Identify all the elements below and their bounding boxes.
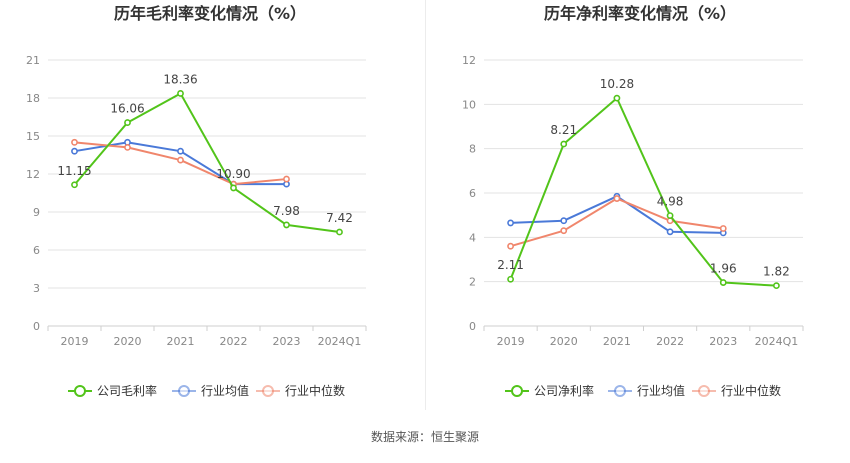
x-tick-label: 2021 (167, 335, 195, 348)
y-tick-label: 10 (462, 98, 476, 111)
legend-item-avg: 行业均值 (608, 383, 685, 398)
data-point-company (71, 181, 78, 189)
legend-item-median: 行业中位数 (256, 383, 345, 398)
legend-marker (74, 385, 86, 397)
y-tick-label: 15 (26, 130, 40, 143)
y-tick-label: 21 (26, 54, 40, 67)
y-tick-label: 3 (33, 282, 40, 295)
data-label: 18.36 (163, 72, 197, 86)
data-label: 8.21 (550, 123, 577, 137)
y-tick-label: 6 (469, 187, 476, 200)
data-point-median (613, 195, 621, 202)
data-label: 16.06 (110, 102, 144, 116)
legend-label: 公司净利率 (534, 383, 594, 398)
legend-marker (511, 385, 523, 397)
x-tick-label: 2019 (497, 335, 525, 348)
data-label: 10.28 (600, 77, 634, 91)
data-label: 10.90 (216, 167, 250, 181)
data-point-median (124, 143, 131, 151)
legend-label: 公司毛利率 (97, 383, 157, 398)
y-tick-label: 2 (469, 276, 476, 289)
data-label: 4.98 (657, 195, 684, 209)
legend-label: 行业均值 (201, 383, 249, 398)
y-tick-label: 12 (26, 168, 40, 181)
data-point-company (124, 119, 131, 126)
source-note: 数据来源：恒生聚源 (370, 430, 479, 444)
legend-marker (698, 385, 710, 397)
legend-marker (614, 385, 626, 397)
data-point-avg (177, 147, 184, 155)
chart-title: 历年净利率变化情况（%） (544, 4, 736, 23)
data-label: 7.98 (273, 204, 300, 218)
x-tick-label: 2022 (220, 335, 248, 348)
data-point-avg (560, 217, 568, 225)
legend-item-median: 行业中位数 (692, 383, 781, 398)
x-tick-label: 2019 (61, 335, 89, 348)
x-tick-label: 2023 (273, 335, 301, 348)
data-point-company (336, 228, 343, 236)
x-tick-label: 2023 (709, 335, 737, 348)
data-label: 11.15 (57, 164, 91, 178)
series-line-company (509, 97, 777, 287)
data-point-avg (507, 219, 514, 227)
legend-marker (262, 385, 274, 397)
data-point-avg (666, 228, 674, 236)
data-point-company (773, 282, 780, 290)
data-label: 1.96 (710, 262, 737, 276)
data-point-median (177, 156, 184, 164)
x-tick-label: 2021 (603, 335, 631, 348)
data-point-company (507, 275, 514, 283)
x-tick-label: 2024Q1 (318, 335, 362, 348)
x-tick-label: 2024Q1 (755, 335, 799, 348)
legend-item-company: 公司净利率 (505, 383, 594, 398)
data-point-company (719, 279, 727, 286)
data-point-company (613, 94, 621, 102)
data-point-median (71, 138, 78, 146)
y-tick-label: 4 (469, 231, 476, 244)
data-point-company (283, 221, 290, 229)
x-tick-label: 2022 (656, 335, 684, 348)
panel-divider (425, 0, 426, 410)
legend-label: 行业中位数 (285, 383, 345, 398)
legend-item-avg: 行业均值 (172, 383, 249, 398)
data-point-company (666, 212, 674, 220)
y-tick-label: 18 (26, 92, 40, 105)
data-point-median (719, 225, 727, 232)
data-point-median (507, 242, 514, 250)
data-label: 1.82 (763, 265, 790, 279)
data-point-company (177, 90, 184, 97)
data-point-company (560, 140, 568, 148)
legend-item-company: 公司毛利率 (68, 383, 157, 398)
data-point-median (560, 227, 568, 235)
chart-1: 历年毛利率变化情况（%） 0 3 6 9 12 15 18 21 2019 2020 2021 2022… (26, 4, 367, 398)
data-point-company (230, 184, 237, 192)
chart-2: 历年净利率变化情况（%） 0 2 4 6 8 10 12 2019 2020 2021 2022 202… (462, 4, 804, 398)
y-tick-label: 6 (33, 244, 40, 257)
legend-label: 行业中位数 (721, 383, 781, 398)
legend-label: 行业均值 (637, 383, 685, 398)
x-tick-label: 2020 (114, 335, 142, 348)
data-point-avg (71, 147, 78, 155)
y-tick-label: 9 (33, 206, 40, 219)
y-tick-label: 8 (469, 143, 476, 156)
x-tick-label: 2020 (550, 335, 578, 348)
y-tick-label: 0 (469, 320, 476, 333)
data-label: 7.42 (326, 211, 353, 225)
legend-marker (178, 385, 190, 397)
data-point-median (283, 175, 290, 183)
series-line-company (73, 92, 340, 234)
y-tick-label: 12 (462, 54, 476, 67)
y-tick-label: 0 (33, 320, 40, 333)
data-label: 2.11 (497, 258, 524, 272)
chart-title: 历年毛利率变化情况（%） (114, 4, 306, 23)
